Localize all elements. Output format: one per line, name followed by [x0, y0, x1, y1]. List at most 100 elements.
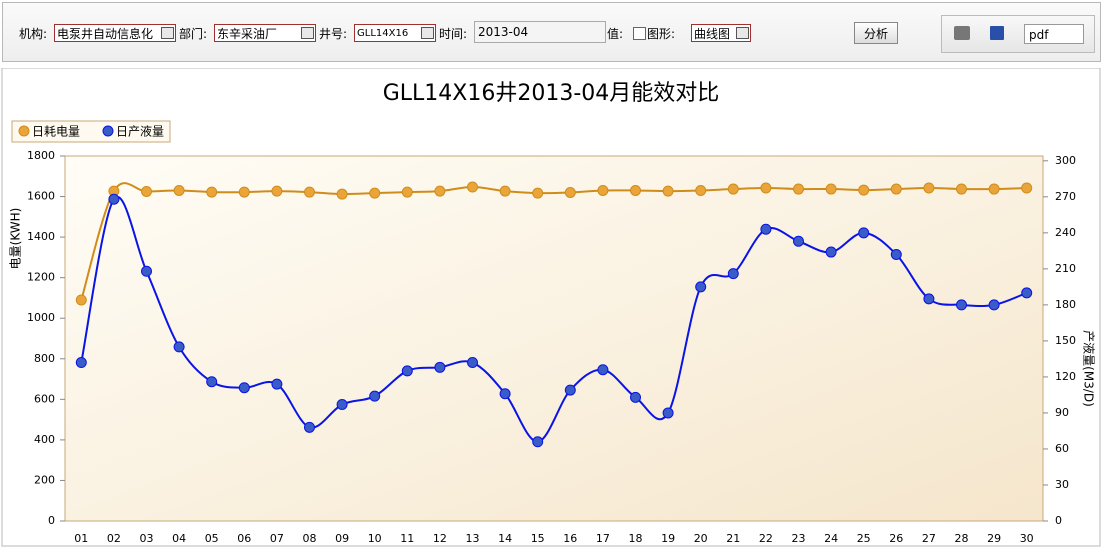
- analyze-button[interactable]: 分析: [854, 22, 898, 44]
- y2-tick-label: 240: [1055, 226, 1076, 239]
- y2-tick-label: 0: [1055, 514, 1062, 527]
- point: [401, 186, 413, 198]
- x-tick-label: 05: [205, 532, 219, 545]
- legend-label: 日产液量: [116, 124, 164, 139]
- x-tick-label: 14: [498, 532, 512, 545]
- well-label: 井号:: [319, 27, 348, 41]
- point: [532, 436, 544, 448]
- y-tick-label: 1400: [27, 230, 55, 243]
- y2-tick-label: 30: [1055, 478, 1069, 491]
- x-tick-label: 26: [889, 532, 903, 545]
- y-tick-label: 600: [34, 392, 55, 405]
- point: [597, 184, 609, 196]
- y-tick-label: 400: [34, 433, 55, 446]
- x-tick-label: 15: [531, 532, 545, 545]
- well-select[interactable]: GLL14X16: [354, 24, 436, 42]
- point: [1021, 287, 1033, 299]
- legend-marker: [18, 125, 30, 137]
- y-tick-label: 1000: [27, 311, 55, 324]
- save-icon[interactable]: [990, 26, 1004, 40]
- y2-tick-label: 210: [1055, 262, 1076, 275]
- x-tick-label: 27: [922, 532, 936, 545]
- chart: GLL14X16井2013-04月能效对比 020040060080010001…: [1, 68, 1101, 547]
- y-tick-label: 200: [34, 473, 55, 486]
- point: [695, 184, 707, 196]
- graph-select[interactable]: 曲线图: [691, 24, 751, 42]
- point: [662, 407, 674, 419]
- point: [108, 193, 120, 205]
- y2-tick-label: 90: [1055, 406, 1069, 419]
- point: [564, 384, 576, 396]
- x-tick-label: 08: [303, 532, 317, 545]
- point: [597, 364, 609, 376]
- y2-tick-label: 60: [1055, 442, 1069, 455]
- print-icon[interactable]: [954, 26, 970, 40]
- point: [336, 188, 348, 200]
- x-tick-label: 23: [792, 532, 806, 545]
- format-select[interactable]: pdf: [1024, 24, 1084, 44]
- org-select[interactable]: 电泵井自动信息化: [54, 24, 176, 42]
- point: [858, 184, 870, 196]
- time-label: 时间:: [439, 27, 468, 41]
- point: [727, 183, 739, 195]
- x-tick-label: 29: [987, 532, 1001, 545]
- graph-label: 图形:: [647, 27, 676, 41]
- point: [793, 183, 804, 195]
- x-tick-label: 03: [140, 532, 154, 545]
- point: [499, 388, 511, 400]
- y2-tick-label: 270: [1055, 190, 1076, 203]
- x-tick-label: 25: [857, 532, 871, 545]
- y2-axis-label: 产液量(M3/D): [1082, 330, 1097, 407]
- point: [890, 248, 902, 260]
- legend-marker: [102, 125, 114, 137]
- graph-checkbox[interactable]: [633, 27, 646, 40]
- dept-label: 部门:: [179, 27, 208, 41]
- point: [695, 281, 707, 293]
- point: [956, 299, 967, 311]
- point: [75, 357, 87, 369]
- point: [173, 341, 185, 353]
- point: [467, 357, 478, 369]
- point: [369, 187, 381, 199]
- x-tick-label: 12: [433, 532, 447, 545]
- point: [369, 390, 381, 402]
- y-tick-label: 1200: [27, 271, 55, 284]
- x-tick-label: 13: [466, 532, 480, 545]
- x-tick-label: 24: [824, 532, 838, 545]
- point: [271, 378, 283, 390]
- x-tick-label: 17: [596, 532, 610, 545]
- point: [173, 184, 185, 196]
- export-panel: pdf: [941, 15, 1095, 53]
- point: [532, 187, 544, 199]
- x-tick-label: 22: [759, 532, 773, 545]
- point: [1021, 182, 1033, 194]
- dept-select[interactable]: 东辛采油厂: [214, 24, 316, 42]
- toolbar: 机构: 电泵井自动信息化 部门: 东辛采油厂 井号: GLL14X16 时间: …: [2, 2, 1101, 62]
- point: [923, 182, 935, 194]
- time-input[interactable]: 2013-04: [474, 21, 606, 43]
- point: [564, 187, 576, 198]
- point: [988, 299, 1000, 311]
- point: [662, 185, 674, 197]
- y-tick-label: 1600: [27, 190, 55, 203]
- point: [760, 182, 772, 194]
- point: [434, 361, 446, 373]
- point: [727, 268, 739, 280]
- x-tick-label: 20: [694, 532, 708, 545]
- point: [434, 185, 446, 197]
- legend-label: 日耗电量: [32, 125, 80, 139]
- point: [304, 186, 315, 198]
- point: [858, 227, 870, 239]
- value-label: 值:: [607, 27, 624, 41]
- x-tick-label: 02: [107, 532, 121, 545]
- x-tick-label: 19: [661, 532, 675, 545]
- point: [956, 183, 967, 195]
- point: [238, 382, 250, 394]
- point: [923, 293, 935, 305]
- point: [206, 376, 218, 388]
- y2-tick-label: 180: [1055, 298, 1076, 311]
- x-tick-label: 07: [270, 532, 284, 545]
- point: [630, 184, 641, 196]
- x-tick-label: 01: [74, 532, 88, 545]
